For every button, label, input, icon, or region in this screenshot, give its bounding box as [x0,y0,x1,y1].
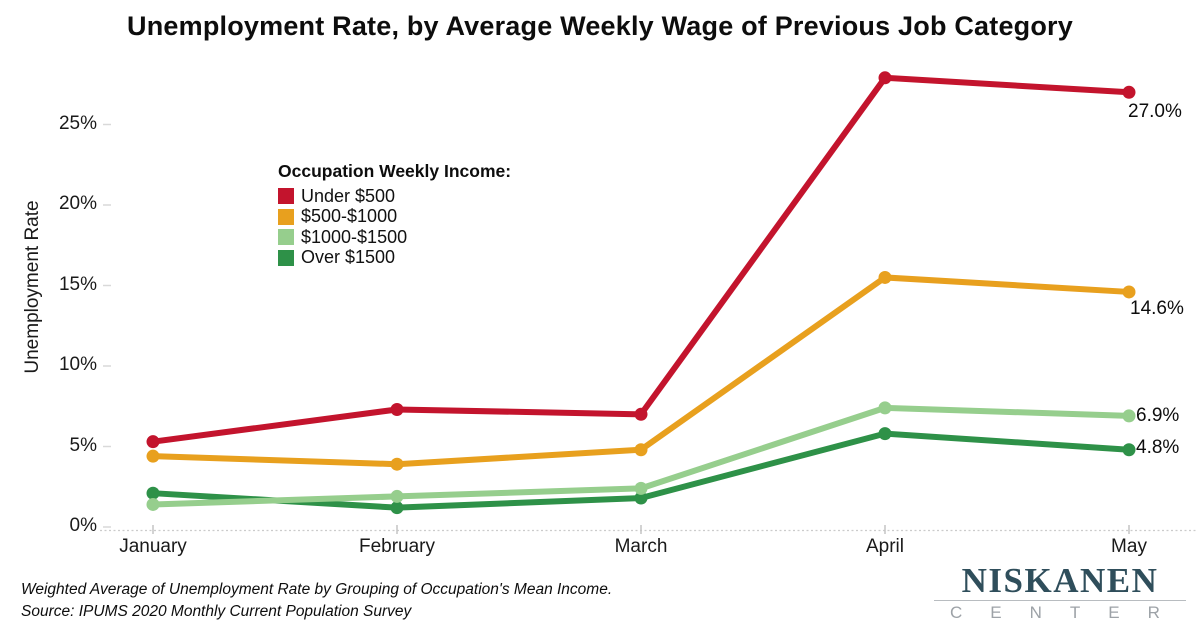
data-point [634,407,648,421]
legend-item-label: $1000-$1500 [301,226,408,247]
data-point [878,270,892,284]
data-point [878,71,892,85]
data-point [146,497,160,511]
logo-subtitle: CENTER [950,603,1188,622]
x-tick-label: March [614,536,668,557]
y-tick-label: 0% [69,515,97,536]
data-point [878,427,892,441]
page-title: Unemployment Rate, by Average Weekly Wag… [127,11,1073,41]
legend-item-label: $500-$1000 [301,206,398,227]
legend-swatch-icon [278,249,294,266]
y-tick-label: 15% [58,273,97,295]
x-tick-label: May [1111,536,1147,557]
data-point [634,481,648,495]
logo-divider [934,600,1186,601]
legend-item: $1000-$1500 [278,227,511,248]
y-tick-label: 10% [58,354,97,375]
data-point [390,489,404,503]
y-tick-label: 5% [69,434,97,456]
data-point [146,449,160,463]
footer-note: Weighted Average of Unemployment Rate by… [21,581,613,598]
data-point [878,401,892,415]
y-tick-label: 20% [58,193,97,214]
x-tick-label: January [119,536,187,557]
legend-item-label: Under $500 [301,185,396,206]
legend-item: $500-$1000 [278,206,511,228]
data-point [390,457,404,471]
legend-item: Under $500 [278,186,511,207]
data-point [1122,443,1136,457]
footer-source: Source: IPUMS 2020 Monthly Current Popul… [21,602,412,620]
x-tick-label: February [358,536,436,557]
legend-item: Over $1500 [278,247,511,269]
data-point [390,501,404,515]
series-line [150,274,1132,468]
data-point [146,486,160,500]
niskanen-logo: NISKANEN CENTER [934,561,1186,622]
data-point [1122,285,1136,299]
y-tick-label: 25% [58,112,97,134]
footer-caption: Weighted Average of Unemployment Rate by… [21,579,612,622]
legend-title: Occupation Weekly Income: [278,161,512,181]
series-end-label: 6.9% [1136,404,1180,426]
series-end-label: 27.0% [1128,101,1182,123]
data-point [390,402,404,416]
data-point [1122,409,1136,423]
data-point [146,435,160,449]
data-point [634,443,648,457]
legend-swatch-icon [278,208,294,225]
data-point [1122,85,1136,99]
legend-swatch-icon [278,229,294,246]
legend: Occupation Weekly Income: Under $500 $50… [278,161,511,268]
data-point [634,491,648,505]
series-end-label: 14.6% [1130,297,1184,319]
x-tick-label: April [865,536,904,557]
legend-item-label: Over $1500 [301,247,396,268]
series-end-label: 4.8% [1136,436,1180,458]
legend-swatch-icon [278,188,294,205]
logo-name: NISKANEN [961,561,1159,600]
